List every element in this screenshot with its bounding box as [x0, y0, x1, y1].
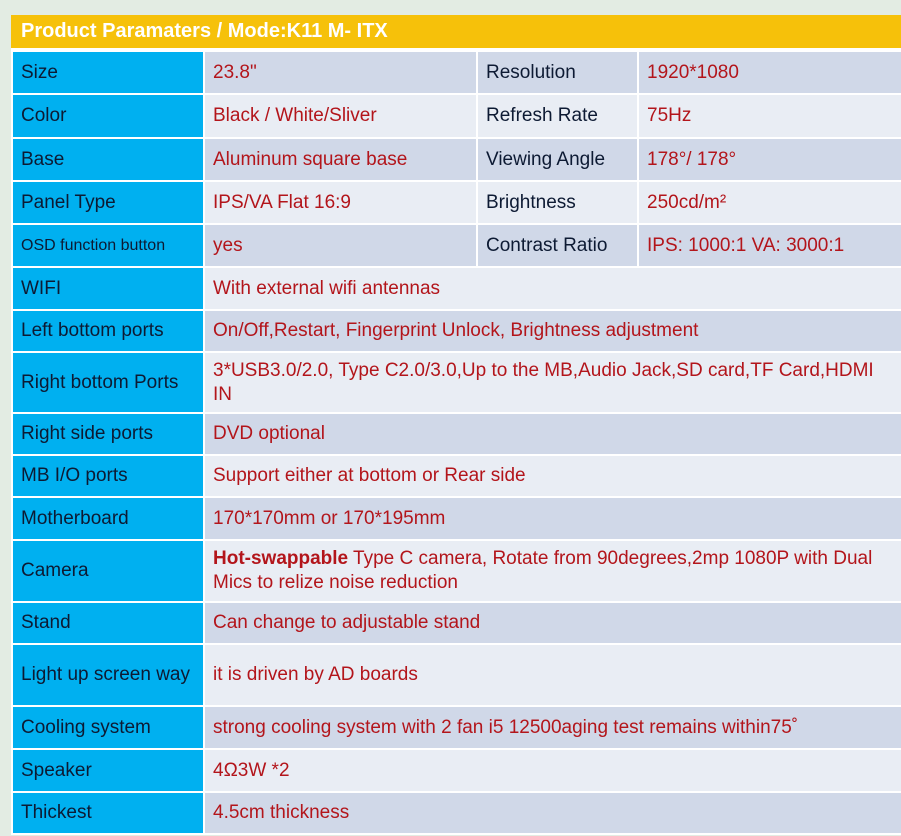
- spec-value: 170*170mm or 170*195mm: [203, 496, 901, 541]
- table-row: WIFI With external wifi antennas: [11, 266, 901, 311]
- spec-value: 75Hz: [637, 93, 901, 139]
- spec-label: Right side ports: [11, 412, 205, 456]
- spec-label: Contrast Ratio: [476, 223, 639, 268]
- table-row: Thickest 4.5cm thickness: [11, 791, 901, 835]
- spec-value: IPS: 1000:1 VA: 3000:1: [637, 223, 901, 268]
- spec-value: 23.8": [203, 50, 478, 95]
- spec-label: WIFI: [11, 266, 205, 311]
- spec-label: Panel Type: [11, 180, 205, 225]
- spec-label: Resolution: [476, 50, 639, 95]
- spec-value: With external wifi antennas: [203, 266, 901, 311]
- spec-label: Refresh Rate: [476, 93, 639, 139]
- table-row: Speaker 4Ω3W *2: [11, 748, 901, 793]
- spec-value: strong cooling system with 2 fan i5 1250…: [203, 705, 901, 750]
- table-title: Product Paramaters / Mode:K11 M- ITX: [11, 15, 901, 50]
- table-row: MB I/O ports Support either at bottom or…: [11, 454, 901, 498]
- spec-label: Light up screen way: [11, 643, 205, 707]
- spec-table: Size 23.8" Resolution 1920*1080 Color Bl…: [11, 50, 901, 835]
- spec-value: On/Off,Restart, Fingerprint Unlock, Brig…: [203, 309, 901, 353]
- spec-value: Can change to adjustable stand: [203, 601, 901, 645]
- spec-label: Cooling system: [11, 705, 205, 750]
- spec-label: Stand: [11, 601, 205, 645]
- table-row: Camera Hot-swappable Type C camera, Rota…: [11, 539, 901, 603]
- spec-value: Aluminum square base: [203, 137, 478, 182]
- spec-label: Viewing Angle: [476, 137, 639, 182]
- spec-value: 4Ω3W *2: [203, 748, 901, 793]
- spec-value: Black / White/Sliver: [203, 93, 478, 139]
- table-row: Light up screen way it is driven by AD b…: [11, 643, 901, 707]
- table-row: Base Aluminum square base Viewing Angle …: [11, 137, 901, 182]
- table-row: Cooling system strong cooling system wit…: [11, 705, 901, 750]
- table-row: Size 23.8" Resolution 1920*1080: [11, 50, 901, 95]
- spec-label: Right bottom Ports: [11, 351, 205, 414]
- spec-label: Brightness: [476, 180, 639, 225]
- table-row: Right side ports DVD optional: [11, 412, 901, 456]
- spec-label: Motherboard: [11, 496, 205, 541]
- spec-value: 1920*1080: [637, 50, 901, 95]
- spec-table-container: Product Paramaters / Mode:K11 M- ITX Siz…: [11, 15, 901, 835]
- spec-label: Color: [11, 93, 205, 139]
- spec-label: OSD function button: [11, 223, 205, 268]
- table-row: Stand Can change to adjustable stand: [11, 601, 901, 645]
- spec-label: Thickest: [11, 791, 205, 835]
- spec-label: Base: [11, 137, 205, 182]
- spec-value: Hot-swappable Type C camera, Rotate from…: [203, 539, 901, 603]
- spec-value: IPS/VA Flat 16:9: [203, 180, 478, 225]
- table-row: Motherboard 170*170mm or 170*195mm: [11, 496, 901, 541]
- table-row: Right bottom Ports 3*USB3.0/2.0, Type C2…: [11, 351, 901, 414]
- spec-value: DVD optional: [203, 412, 901, 456]
- spec-value: 4.5cm thickness: [203, 791, 901, 835]
- spec-label: Camera: [11, 539, 205, 603]
- spec-value: yes: [203, 223, 478, 268]
- table-row: Color Black / White/Sliver Refresh Rate …: [11, 93, 901, 139]
- table-row: Panel Type IPS/VA Flat 16:9 Brightness 2…: [11, 180, 901, 225]
- spec-label: Size: [11, 50, 205, 95]
- spec-value: Support either at bottom or Rear side: [203, 454, 901, 498]
- spec-value: 250cd/m²: [637, 180, 901, 225]
- table-row: Left bottom ports On/Off,Restart, Finger…: [11, 309, 901, 353]
- spec-label: Left bottom ports: [11, 309, 205, 353]
- spec-label: MB I/O ports: [11, 454, 205, 498]
- spec-value: 178°/ 178°: [637, 137, 901, 182]
- spec-value-text: Type C camera, Rotate from 90degrees,2mp…: [213, 548, 873, 593]
- table-row: OSD function button yes Contrast Ratio I…: [11, 223, 901, 268]
- spec-value: it is driven by AD boards: [203, 643, 901, 707]
- spec-value-highlight: Hot-swappable: [213, 548, 349, 569]
- spec-value: 3*USB3.0/2.0, Type C2.0/3.0,Up to the MB…: [203, 351, 901, 414]
- spec-label: Speaker: [11, 748, 205, 793]
